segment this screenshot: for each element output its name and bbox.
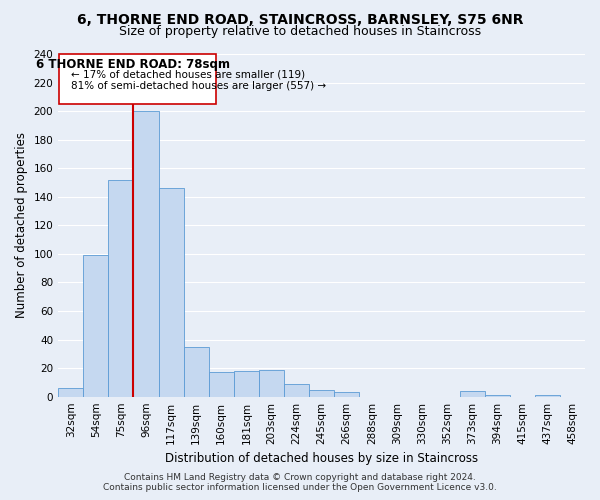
FancyBboxPatch shape: [59, 54, 216, 104]
X-axis label: Distribution of detached houses by size in Staincross: Distribution of detached houses by size …: [165, 452, 478, 465]
Bar: [259, 370, 284, 396]
Bar: [460, 391, 485, 396]
Bar: [158, 188, 184, 396]
Y-axis label: Number of detached properties: Number of detached properties: [15, 132, 28, 318]
Bar: [133, 111, 158, 397]
Text: 81% of semi-detached houses are larger (557) →: 81% of semi-detached houses are larger (…: [71, 81, 326, 91]
Bar: [209, 372, 234, 396]
Bar: [109, 180, 133, 396]
Text: 6, THORNE END ROAD, STAINCROSS, BARNSLEY, S75 6NR: 6, THORNE END ROAD, STAINCROSS, BARNSLEY…: [77, 12, 523, 26]
Bar: [309, 390, 334, 396]
Text: Size of property relative to detached houses in Staincross: Size of property relative to detached ho…: [119, 25, 481, 38]
Bar: [234, 371, 259, 396]
Bar: [83, 256, 109, 396]
Bar: [284, 384, 309, 396]
Bar: [334, 392, 359, 396]
Text: ← 17% of detached houses are smaller (119): ← 17% of detached houses are smaller (11…: [71, 70, 305, 80]
Bar: [184, 346, 209, 397]
Text: Contains HM Land Registry data © Crown copyright and database right 2024.
Contai: Contains HM Land Registry data © Crown c…: [103, 473, 497, 492]
Text: 6 THORNE END ROAD: 78sqm: 6 THORNE END ROAD: 78sqm: [37, 58, 230, 71]
Bar: [58, 388, 83, 396]
